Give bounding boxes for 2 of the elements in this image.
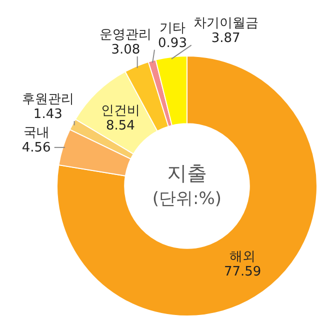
text: (단위:%) bbox=[152, 189, 222, 209]
text: 지출 bbox=[167, 161, 207, 185]
